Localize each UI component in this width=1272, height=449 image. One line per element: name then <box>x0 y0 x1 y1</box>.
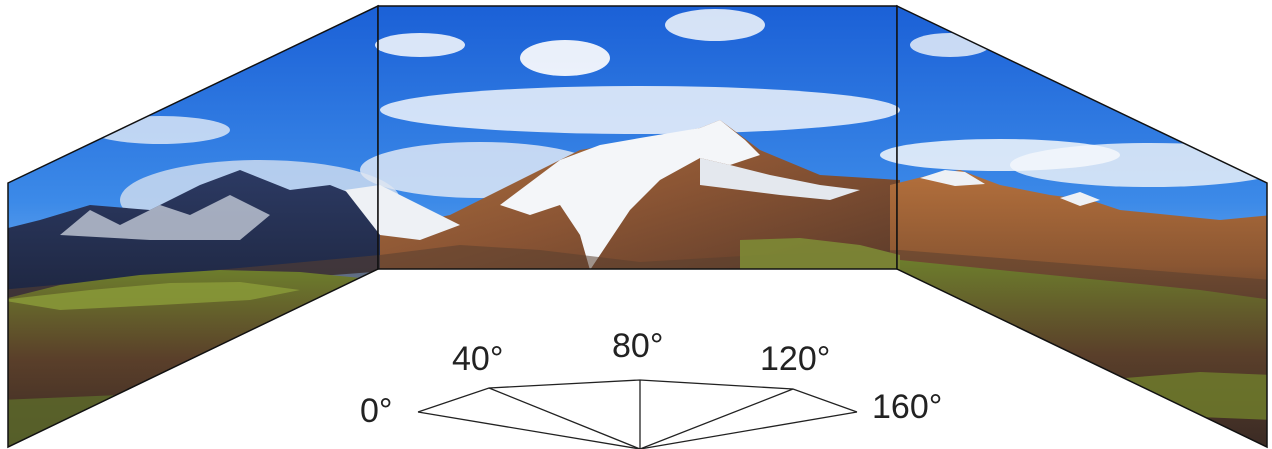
ray-120 <box>639 388 794 449</box>
angle-label-80: 80° <box>612 327 663 365</box>
ray-160 <box>639 411 858 449</box>
angle-arc-outline <box>417 379 858 413</box>
angle-label-40: 40° <box>452 340 503 378</box>
angle-label-0: 0° <box>360 392 393 430</box>
angle-label-120: 120° <box>760 340 830 378</box>
angle-label-160: 160° <box>872 388 942 426</box>
right-panel-frame <box>896 4 1268 449</box>
viewing-angle-diagram <box>417 379 858 449</box>
ray-40 <box>488 387 641 449</box>
ray-0 <box>417 411 641 449</box>
